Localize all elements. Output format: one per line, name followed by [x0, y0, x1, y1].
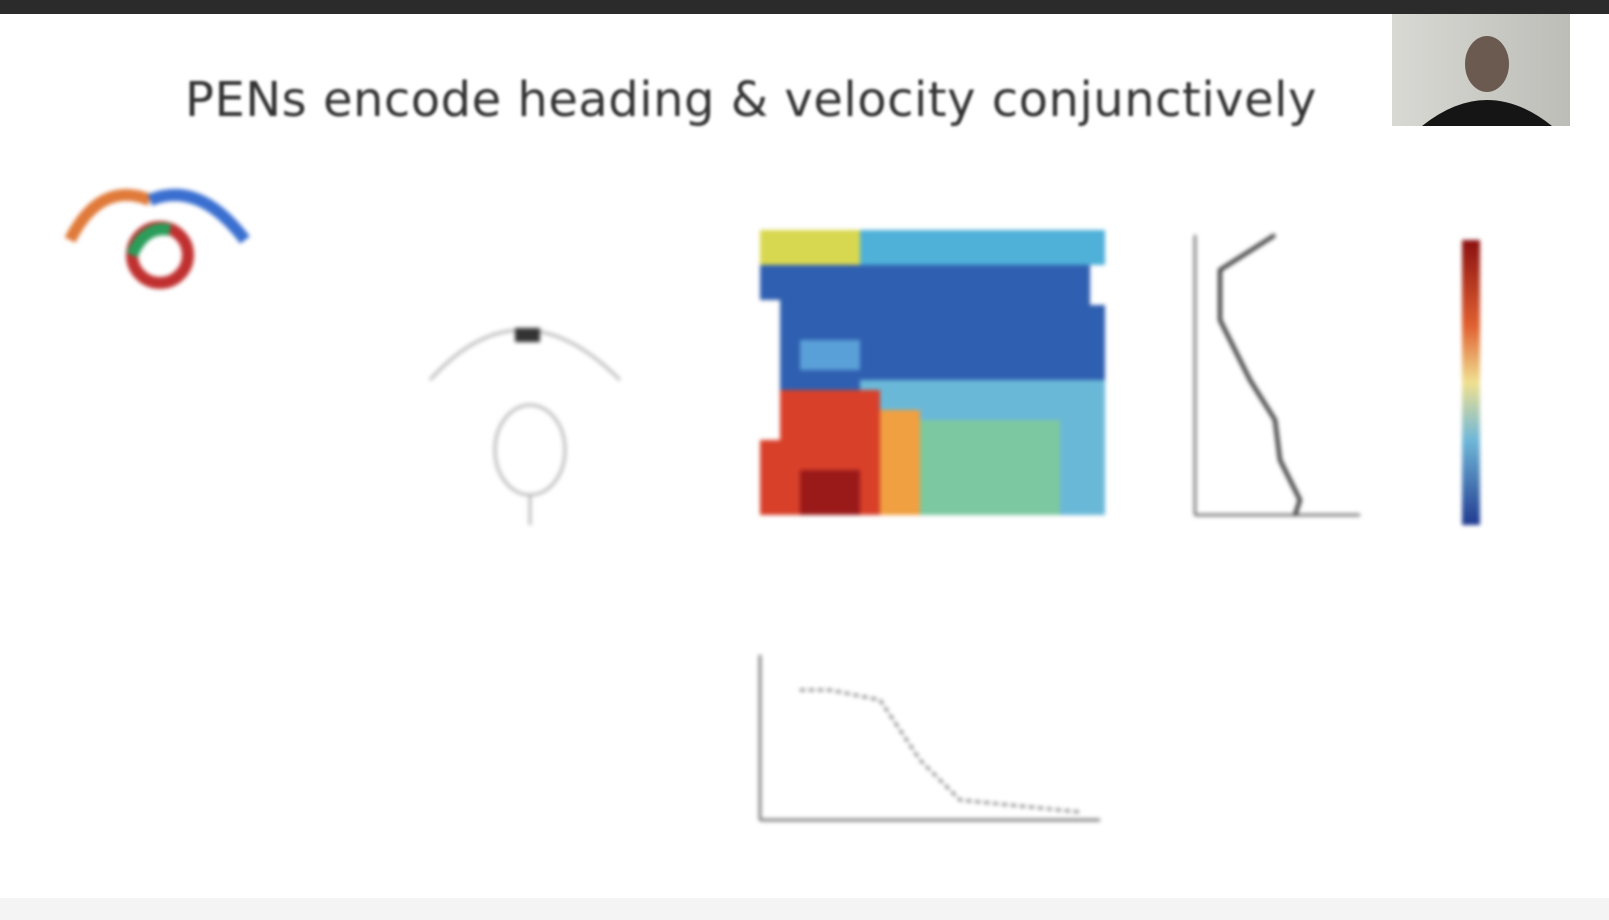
- screen-share: PENs encode heading & velocity conjuncti…: [0, 0, 1609, 920]
- heatmap: [760, 230, 1105, 515]
- colorbar: [1462, 240, 1480, 525]
- bottom-bar: [0, 898, 1609, 920]
- slide-figures: [0, 0, 1609, 920]
- slide-title: PENs encode heading & velocity conjuncti…: [185, 72, 1317, 128]
- logo: [70, 195, 245, 283]
- webcam-thumbnail: [1392, 14, 1570, 126]
- webcam-person: [1392, 14, 1570, 126]
- fly-sketch: [430, 328, 620, 525]
